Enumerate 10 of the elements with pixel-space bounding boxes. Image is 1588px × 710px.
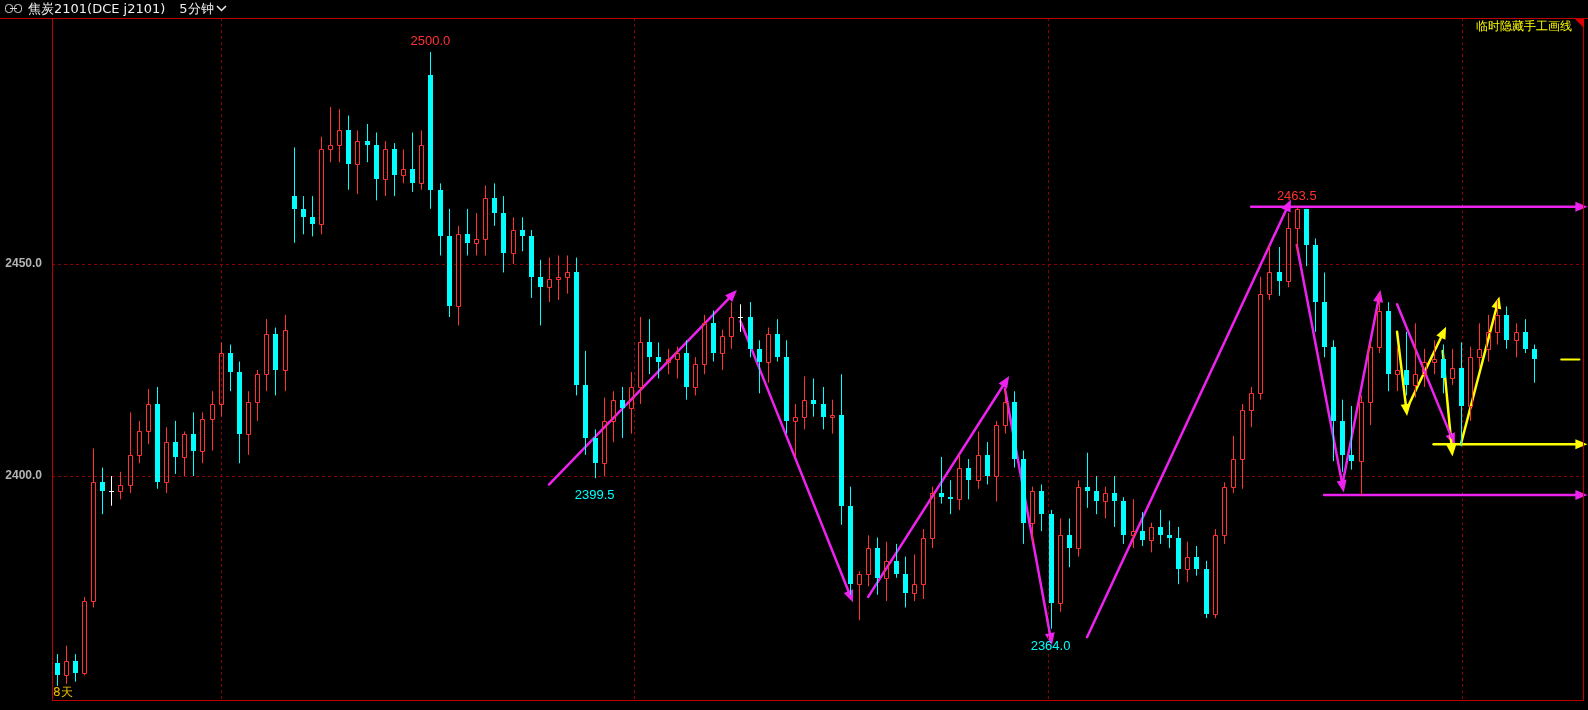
annotation: 8天 <box>53 684 73 699</box>
annotation: 2364.0 <box>1030 637 1071 653</box>
annotation: 2399.5 <box>574 487 615 503</box>
y-tick-label: 2450.0 <box>5 256 43 271</box>
chart-title: 焦炭2101(DCE j2101) <box>28 1 166 16</box>
y-tick-label: 2400.0 <box>5 468 43 483</box>
annotation: 2500.0 <box>410 33 451 49</box>
annotation: 临时隐藏手工画线 <box>1476 19 1572 34</box>
chart-subtitle: 5分钟 <box>179 1 214 16</box>
annotation: 2463.5 <box>1276 187 1317 203</box>
